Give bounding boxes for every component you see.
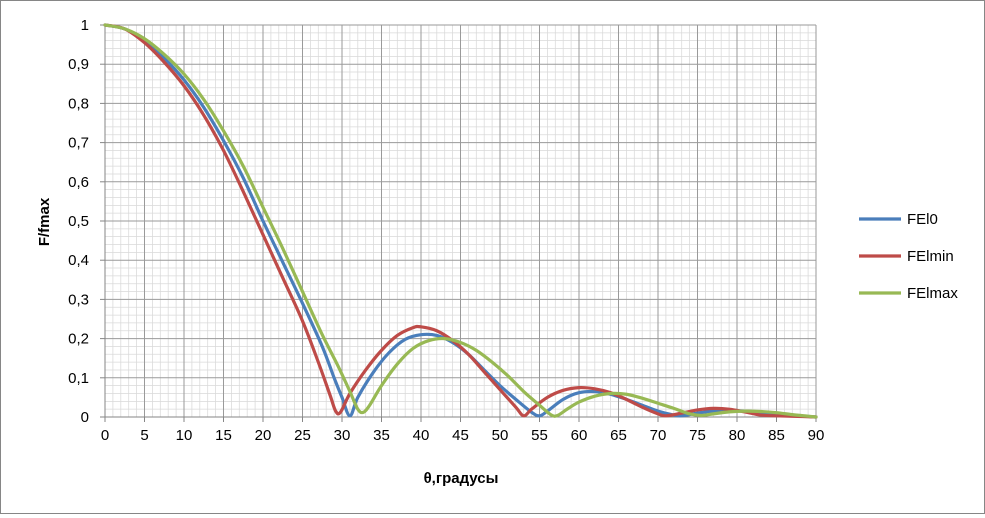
x-tick-label: 50: [492, 427, 509, 444]
y-tick-label: 0,8: [68, 95, 89, 112]
y-tick-label: 0,4: [68, 252, 89, 269]
y-axis-ticks: 0 0,1 0,2 0,3 0,4 0,5 0,6 0,7 0,8 0,9 1: [68, 17, 105, 426]
y-tick-label: 0,3: [68, 291, 89, 308]
x-tick-label: 25: [294, 427, 311, 444]
x-axis-ticks: 0 5 10 15 20 25 30 35 40 45 50 55 60 65 70 75 80 85 90: [101, 417, 825, 444]
x-tick-label: 85: [768, 427, 785, 444]
x-tick-label: 65: [610, 427, 627, 444]
x-tick-label: 0: [101, 427, 109, 444]
y-tick-label: 0,7: [68, 135, 89, 152]
y-tick-label: 0: [81, 409, 89, 426]
series-lines: [103, 23, 818, 419]
y-tick-label: 0,1: [68, 370, 89, 387]
x-tick-label: 35: [373, 427, 390, 444]
y-tick-label: 0,2: [68, 331, 89, 348]
y-tick-label: 1: [81, 17, 89, 34]
y-tick-label: 0,9: [68, 56, 89, 73]
x-tick-label: 75: [689, 427, 706, 444]
x-tick-label: 80: [729, 427, 746, 444]
series-line-felmax: [103, 23, 818, 419]
x-tick-label: 90: [808, 427, 825, 444]
legend: FEl0 FElmin FElmax: [859, 211, 958, 302]
x-tick-label: 20: [255, 427, 272, 444]
y-axis-title: F/fmax: [36, 197, 53, 246]
x-tick-label: 15: [215, 427, 232, 444]
legend-label-felmin: FElmin: [907, 248, 954, 265]
x-axis-title: θ,градусы: [424, 470, 499, 487]
x-tick-label: 70: [650, 427, 667, 444]
y-tick-label: 0,5: [68, 213, 89, 230]
y-tick-label: 0,6: [68, 174, 89, 191]
legend-label-felmax: FElmax: [907, 285, 958, 302]
x-tick-label: 5: [140, 427, 148, 444]
x-tick-label: 10: [176, 427, 193, 444]
x-tick-label: 45: [452, 427, 469, 444]
legend-label-fel0: FEl0: [907, 211, 938, 228]
x-tick-label: 60: [571, 427, 588, 444]
x-tick-label: 55: [531, 427, 548, 444]
x-tick-label: 30: [334, 427, 351, 444]
major-gridlines: [105, 24, 817, 417]
x-tick-label: 40: [413, 427, 430, 444]
